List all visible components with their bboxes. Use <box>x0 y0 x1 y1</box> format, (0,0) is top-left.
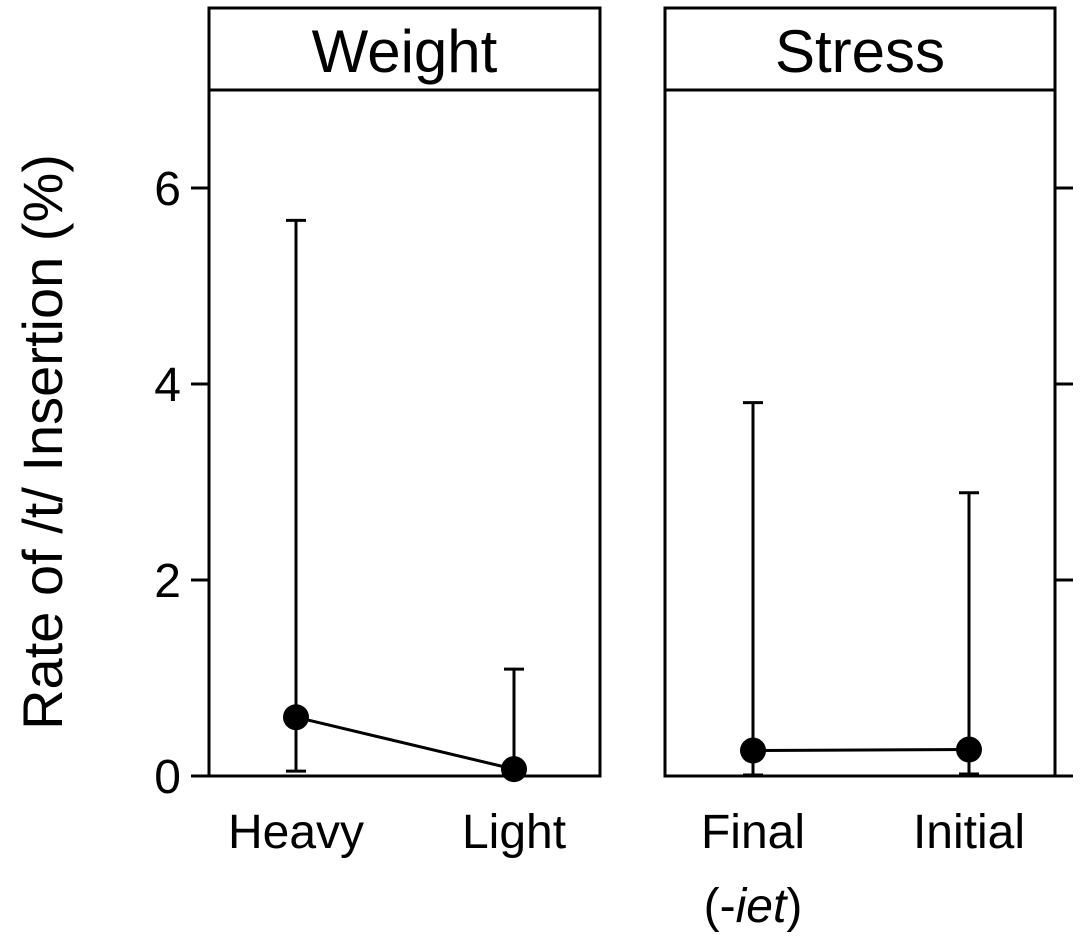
y-axis-label: Rate of /t/ Insertion (%) <box>11 154 74 730</box>
strip-box <box>663 6 1057 92</box>
panel-weight: Weight 0 2 4 6 Heavy Light <box>154 6 602 859</box>
y-tick-label: 2 <box>154 555 181 608</box>
strip-box <box>207 6 602 92</box>
y-tick-label: 0 <box>154 751 181 804</box>
panel-stress: Stress Final (-iet) Initial <box>663 6 1073 933</box>
data-point <box>501 756 527 783</box>
panel-frame <box>207 88 602 778</box>
x-tick-label: Final <box>701 806 805 859</box>
x-tick-label-suffix: ) <box>786 880 802 933</box>
x-tick-label: Light <box>462 806 566 859</box>
x-tick-label-prefix: (- <box>704 880 736 933</box>
strip-title: Weight <box>312 18 498 85</box>
data-point <box>740 737 766 764</box>
x-tick-label-line2: (-iet) <box>704 880 803 933</box>
data-point <box>956 736 982 763</box>
panel-frame <box>663 88 1057 778</box>
strip-title: Stress <box>775 18 945 85</box>
series-line <box>295 715 515 771</box>
x-tick-label: Heavy <box>228 806 364 859</box>
x-tick-label: Initial <box>913 806 1025 859</box>
x-tick-label-italic: iet <box>736 880 788 933</box>
y-tick-label: 4 <box>154 359 181 412</box>
panels: Weight 0 2 4 6 Heavy Light Stress Final (-iet) Ini… <box>154 6 1073 933</box>
y-tick-label: 6 <box>154 163 181 216</box>
data-point <box>283 704 309 731</box>
series-line <box>752 748 970 753</box>
